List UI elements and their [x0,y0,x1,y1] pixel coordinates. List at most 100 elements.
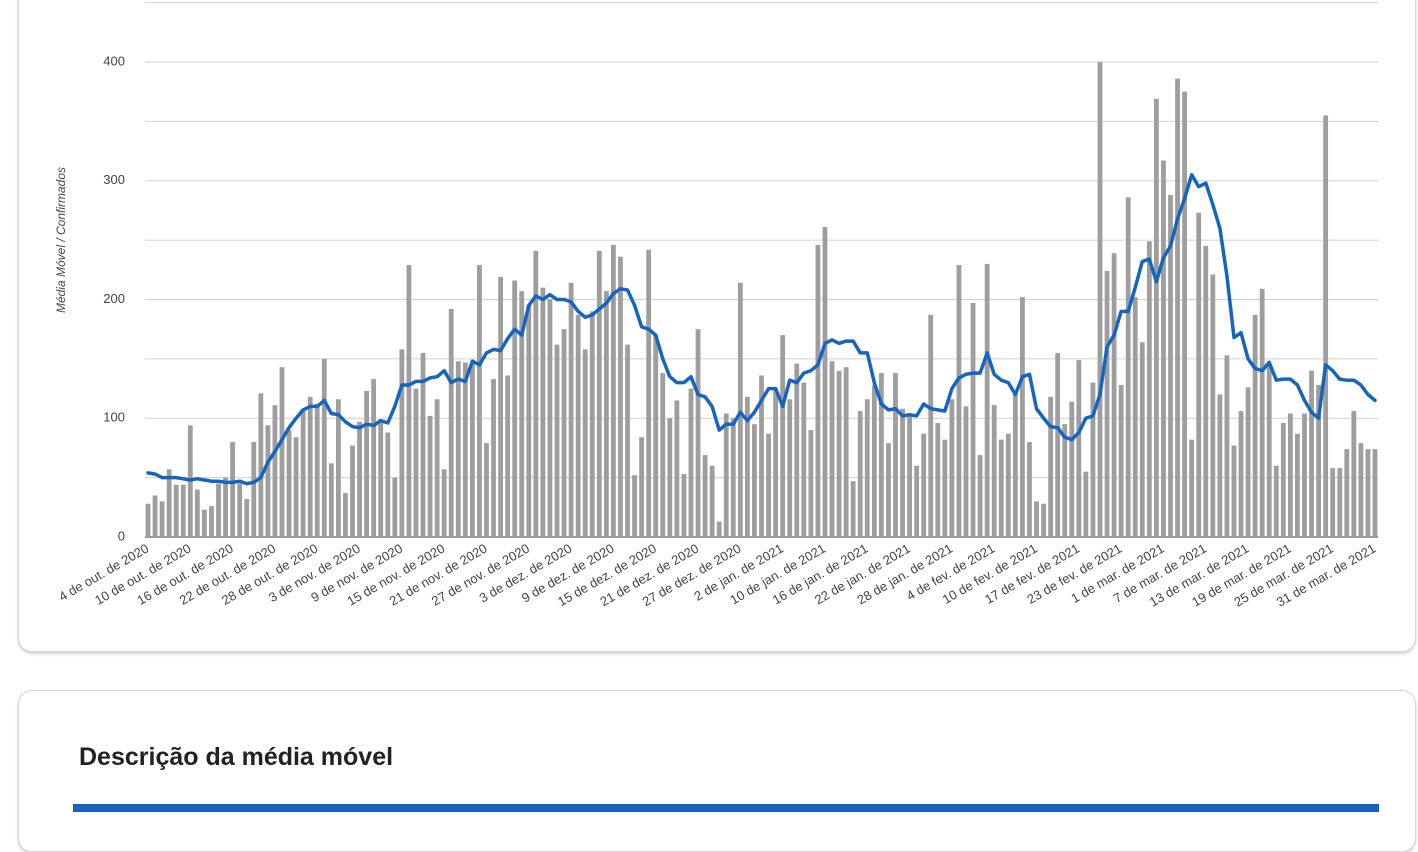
bar [1097,61,1103,537]
bar [1231,445,1237,537]
bar [385,432,391,537]
bar [335,399,341,537]
bar [1083,471,1089,537]
bar [328,463,334,537]
bar [1175,78,1180,538]
bar [441,469,447,537]
bar [427,415,433,537]
bar [1365,449,1371,537]
bar [801,382,807,537]
bar [1189,439,1195,537]
bar [307,396,313,537]
bar [526,305,532,537]
bar [850,481,856,537]
bar [794,363,800,537]
bar [343,493,348,537]
bar [152,495,158,537]
bar [1252,314,1258,537]
bar [420,352,426,537]
bar [695,329,701,537]
bar [921,433,927,537]
bar [878,373,884,537]
bar [265,425,271,537]
bar [857,411,863,537]
bar [1309,370,1314,537]
bar [864,399,870,537]
bar [166,469,172,537]
bar [1287,413,1293,537]
bar [237,483,243,537]
bar [413,388,419,537]
bar [540,287,546,537]
bar [730,418,736,537]
bar [836,370,842,537]
bar [674,400,680,537]
bar [928,314,934,537]
bar [1069,401,1075,537]
bar [942,439,948,537]
bar [378,421,384,537]
bar [1344,449,1350,537]
bar [660,373,666,537]
bar [1358,443,1364,537]
bar [1020,297,1025,537]
y-axis-label: Média Móvel / Confirmados [54,167,68,313]
bar [1245,387,1251,537]
bar [194,489,200,537]
bar [744,396,750,537]
bar [575,314,581,537]
bar [1266,363,1272,537]
bar [1005,433,1011,537]
description-title: Descrição da média móvel [79,743,394,771]
bar [688,388,694,537]
bar [667,418,673,537]
bar [491,379,496,537]
bar [611,244,616,537]
bar [455,361,461,537]
bar [547,299,553,537]
bar [752,424,757,537]
bar [723,413,729,537]
bar [773,388,779,537]
bar [1161,160,1166,537]
bar [1168,194,1173,537]
bar [1273,465,1279,537]
bar [815,244,821,537]
bar [279,367,285,537]
bar [991,405,997,537]
bar [173,484,179,537]
bar [716,521,722,537]
page: Descrição da média móvel Média Móvel / C… [18,0,1416,852]
bar [399,349,405,537]
bar [180,484,186,537]
bar [1351,411,1357,537]
y-tick-label: 200 [103,291,125,306]
bar [258,393,264,537]
bar [632,475,637,537]
y-tick-label: 300 [103,172,125,187]
bar [561,329,567,537]
bar [321,358,327,537]
bar [935,422,941,537]
description-card: Descrição da média móvel [18,690,1416,852]
bar [907,415,912,537]
bar [1238,411,1244,537]
bar [1153,98,1159,538]
bar [977,455,983,537]
bar [1316,384,1321,537]
bar [787,399,793,537]
y-tick-label: 400 [103,53,125,68]
bar [780,335,786,537]
bar [202,509,207,537]
bar [596,250,602,537]
bar [998,439,1004,537]
bar [1323,115,1329,537]
y-tick-label: 100 [103,410,125,425]
bar [554,344,560,537]
bar [519,291,525,537]
bar [646,249,652,537]
bar [357,421,362,537]
bar [625,344,630,537]
bar [477,265,482,537]
bar [1104,270,1110,537]
